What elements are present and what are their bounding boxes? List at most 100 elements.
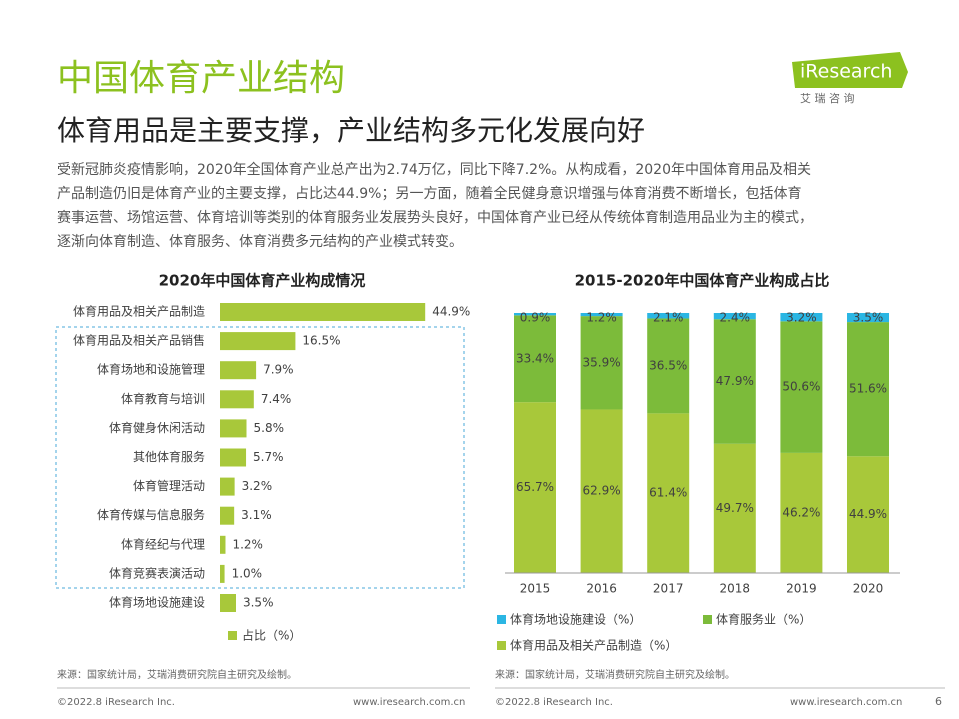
bar	[220, 332, 296, 351]
x-tick-label: 2016	[586, 582, 617, 596]
data-label: 3.2%	[786, 311, 817, 325]
y-tick-label: 其他体育服务	[133, 449, 205, 464]
data-label: 35.9%	[583, 355, 621, 369]
bar-segment	[780, 452, 823, 573]
bar	[220, 564, 225, 583]
legend-swatch	[497, 641, 506, 650]
copyright: ©2022.8 iResearch Inc.	[57, 697, 175, 708]
logo-shape	[792, 52, 908, 88]
bar-segment	[647, 318, 690, 414]
bar	[220, 390, 254, 409]
y-tick-label: 体育教育与培训	[121, 391, 205, 406]
data-label: 1.2%	[232, 537, 263, 551]
bar	[220, 506, 235, 525]
x-tick-label: 2020	[853, 582, 884, 596]
y-tick-label: 体育用品及相关产品销售	[73, 333, 205, 348]
data-label: 50.6%	[782, 380, 820, 394]
bar-segment	[647, 313, 690, 319]
data-label: 7.9%	[263, 363, 294, 377]
bar	[220, 477, 235, 496]
y-tick-label: 体育经纪与代理	[121, 536, 205, 551]
bar	[220, 303, 426, 321]
data-label: 33.4%	[516, 351, 554, 365]
y-tick-label: 体育场地和设施管理	[97, 362, 205, 377]
bar-segment	[514, 313, 556, 316]
bar	[220, 419, 247, 438]
data-label: 36.5%	[649, 358, 687, 372]
data-label: 62.9%	[583, 484, 621, 498]
legend-label: 占比（%）	[242, 628, 301, 643]
logo: iResearch	[800, 61, 892, 83]
y-tick-label: 体育传媒与信息服务	[97, 507, 205, 522]
source: 来源：国家统计局，艾瑞消费研究院自主研究及绘制。	[495, 668, 735, 681]
bar-segment	[514, 402, 556, 573]
y-tick-label: 体育竞赛表演活动	[109, 565, 205, 580]
data-label: 3.5%	[853, 311, 884, 325]
bar-segment	[580, 316, 623, 410]
bar-segment	[647, 413, 690, 573]
highlight-box	[55, 326, 465, 589]
bar-segment	[514, 315, 556, 403]
x-tick-label: 2019	[786, 582, 817, 596]
bar	[220, 361, 257, 380]
title: 中国体育产业结构	[57, 58, 345, 99]
bar-segment	[780, 321, 823, 453]
source: 来源：国家统计局，艾瑞消费研究院自主研究及绘制。	[57, 668, 297, 681]
y-tick-label: 体育用品及相关产品制造	[73, 304, 205, 319]
y-tick-label: 体育管理活动	[133, 478, 205, 493]
url: www.iresearch.com.cn	[790, 697, 902, 708]
data-label: 16.5%	[302, 334, 340, 348]
bar-segment	[847, 322, 889, 457]
paragraph: 逐渐向体育制造、体育服务、体育消费多元结构的产业模式转变。	[57, 233, 463, 250]
data-label: 46.2%	[782, 505, 820, 519]
x-tick-label: 2018	[720, 582, 751, 596]
x-tick-label: 2017	[653, 582, 684, 596]
data-label: 1.0%	[232, 566, 263, 580]
chart-title: 2015-2020年中国体育产业构成占比	[575, 272, 830, 290]
bar-segment	[713, 313, 756, 320]
data-label: 3.5%	[243, 596, 274, 610]
data-label: 44.9%	[849, 507, 887, 521]
bar-segment	[713, 443, 756, 573]
subtitle: 体育用品是主要支撑，产业结构多元化发展向好	[57, 114, 645, 147]
paragraph: 赛事运营、场馆运营、体育培训等类别的体育服务业发展势头良好，中国体育产业已经从传…	[57, 209, 813, 226]
bar-segment	[847, 456, 889, 573]
bar-segment	[847, 313, 889, 323]
bar-segment	[580, 313, 623, 317]
data-label: 3.2%	[242, 479, 273, 493]
legend-label: 体育服务业（%）	[716, 612, 811, 627]
chart-title: 2020年中国体育产业构成情况	[159, 272, 366, 290]
data-label: 49.7%	[716, 501, 754, 515]
data-label: 0.9%	[520, 311, 551, 325]
legend-swatch	[703, 615, 712, 624]
page-number: 6	[935, 695, 942, 708]
y-tick-label: 体育健身休闲活动	[109, 420, 205, 435]
data-label: 47.9%	[716, 374, 754, 388]
bar	[220, 448, 247, 467]
data-label: 7.4%	[261, 392, 292, 406]
data-label: 1.2%	[586, 311, 617, 325]
data-label: 3.1%	[241, 508, 271, 522]
data-label: 5.8%	[254, 421, 284, 435]
legend-swatch	[228, 631, 237, 640]
bar-segment	[713, 319, 756, 444]
bar-segment	[580, 409, 623, 573]
bar	[220, 594, 236, 612]
legend-swatch	[497, 615, 506, 624]
data-label: 2.1%	[653, 311, 684, 325]
data-label: 44.9%	[432, 305, 470, 319]
data-label: 5.7%	[253, 450, 284, 464]
legend-label: 体育用品及相关产品制造（%）	[510, 638, 677, 653]
paragraph: 产品制造仍旧是体育产业的主要支撑，占比达44.9%；另一方面，随着全民健身意识增…	[57, 185, 801, 202]
logo-cn: 艾 瑞 咨 询	[800, 91, 855, 105]
data-label: 51.6%	[849, 382, 887, 396]
data-label: 65.7%	[516, 480, 554, 494]
data-label: 61.4%	[649, 486, 687, 500]
paragraph: 受新冠肺炎疫情影响，2020年全国体育产业总产出为2.74万亿，同比下降7.2%…	[57, 161, 811, 178]
y-tick-label: 体育场地设施建设	[109, 595, 205, 610]
data-label: 2.4%	[720, 311, 751, 325]
legend-label: 体育场地设施建设（%）	[510, 612, 641, 627]
url: www.iresearch.com.cn	[353, 697, 465, 708]
